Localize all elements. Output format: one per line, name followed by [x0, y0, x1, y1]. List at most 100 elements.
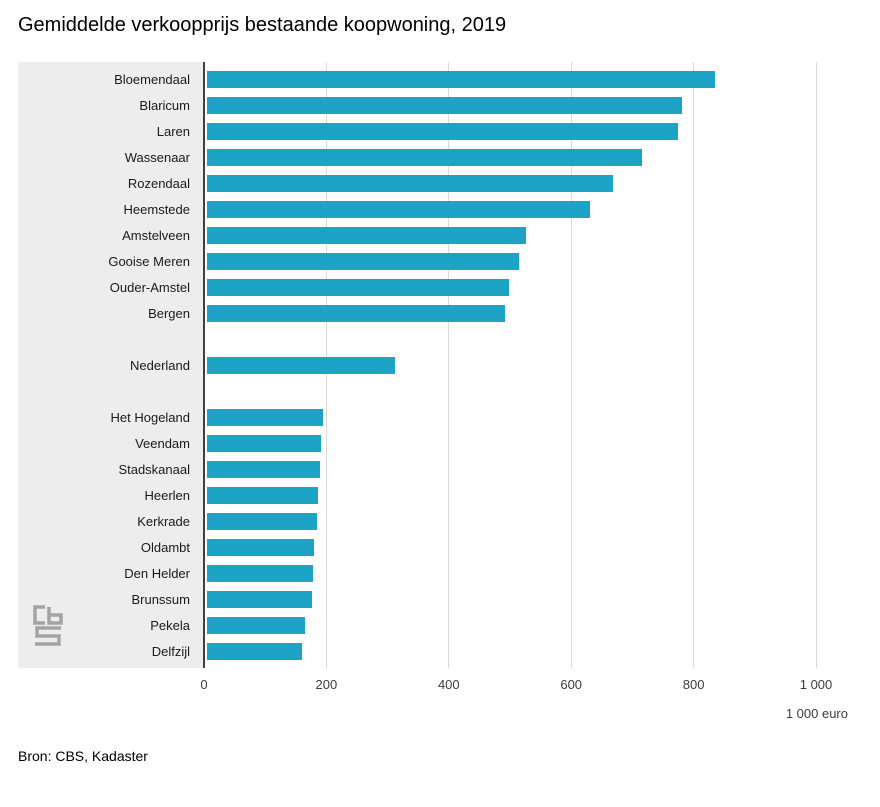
- category-label: Heerlen: [144, 487, 190, 503]
- x-tick-label: 600: [560, 677, 583, 692]
- bar: [207, 226, 526, 244]
- bar: [207, 278, 510, 296]
- bar-row: Pekela: [18, 612, 860, 638]
- bar-row: Gooise Meren: [18, 248, 860, 274]
- category-label: Nederland: [130, 357, 190, 373]
- bar-row: Rozendaal: [18, 170, 860, 196]
- group-spacer: [18, 326, 860, 352]
- bar-row: Bloemendaal: [18, 66, 860, 92]
- bar-track: [203, 248, 860, 274]
- bar: [207, 408, 324, 426]
- bar-track: [203, 586, 860, 612]
- category-label: Het Hogeland: [110, 409, 191, 425]
- bar: [207, 616, 305, 634]
- category-label: Blaricum: [139, 97, 190, 113]
- bar-row: Bergen: [18, 300, 860, 326]
- page: Gemiddelde verkoopprijs bestaande koopwo…: [18, 14, 860, 764]
- x-tick-label: 0: [200, 677, 208, 692]
- category-label: Delfzijl: [151, 643, 190, 659]
- category-label: Oldambt: [140, 539, 190, 555]
- bar: [207, 252, 519, 270]
- category-label: Heemstede: [123, 201, 190, 217]
- bar-row: Brunssum: [18, 586, 860, 612]
- bar-row: Kerkrade: [18, 508, 860, 534]
- bar-chart: Bloemendaal Blaricum Laren Wassenaar Rozenda…: [18, 62, 860, 668]
- bar-row: Ouder-Amstel: [18, 274, 860, 300]
- bar: [207, 434, 322, 452]
- bar: [207, 96, 682, 114]
- category-label: Laren: [156, 123, 190, 139]
- gridline: [693, 62, 695, 668]
- bar: [207, 174, 614, 192]
- bar-track: [203, 456, 860, 482]
- bar-track: [203, 404, 860, 430]
- bar: [207, 512, 318, 530]
- bar-row: Stadskanaal: [18, 456, 860, 482]
- bar-row: Heerlen: [18, 482, 860, 508]
- bar: [207, 642, 302, 660]
- bar-track: [203, 534, 860, 560]
- bar: [207, 148, 642, 166]
- bar-track: [203, 560, 860, 586]
- category-label: Pekela: [150, 617, 190, 633]
- bar: [207, 200, 591, 218]
- bar: [207, 70, 715, 88]
- bar-track: [203, 612, 860, 638]
- gridline: [448, 62, 450, 668]
- bar-track: [203, 118, 860, 144]
- bar-track: [203, 482, 860, 508]
- bar-track: [203, 508, 860, 534]
- bar-track: [203, 170, 860, 196]
- gridline: [570, 62, 572, 668]
- x-axis-unit-label: 1 000 euro: [785, 706, 848, 721]
- bar-track: [203, 66, 860, 92]
- x-tick-label: 1 000: [799, 677, 833, 692]
- bar: [207, 356, 396, 374]
- bar: [207, 122, 678, 140]
- x-tick-label: 400: [437, 677, 460, 692]
- group-spacer: [18, 378, 860, 404]
- bar-track: [203, 300, 860, 326]
- bar-track: [203, 430, 860, 456]
- bar-row: Den Helder: [18, 560, 860, 586]
- category-label: Kerkrade: [137, 513, 190, 529]
- bar: [207, 538, 315, 556]
- bar-track: [203, 144, 860, 170]
- bar-row: Amstelveen: [18, 222, 860, 248]
- bar-row: Oldambt: [18, 534, 860, 560]
- x-axis-zero-line: [203, 62, 205, 668]
- bar-track: [203, 274, 860, 300]
- category-label: Den Helder: [124, 565, 190, 581]
- bar-row: Laren: [18, 118, 860, 144]
- chart-title: Gemiddelde verkoopprijs bestaande koopwo…: [18, 14, 507, 36]
- category-label: Gooise Meren: [108, 253, 190, 269]
- bar-row: Veendam: [18, 430, 860, 456]
- bar-row: Nederland: [18, 352, 860, 378]
- category-label: Bergen: [148, 305, 190, 321]
- bar: [207, 590, 313, 608]
- bar: [207, 304, 506, 322]
- bar-track: [203, 92, 860, 118]
- bar-track: [203, 196, 860, 222]
- source-note: Bron: CBS, Kadaster: [18, 748, 148, 764]
- gridline: [815, 62, 817, 668]
- category-label: Rozendaal: [127, 175, 190, 191]
- x-tick-label: 200: [315, 677, 338, 692]
- bar: [207, 460, 320, 478]
- category-label: Amstelveen: [122, 227, 190, 243]
- bar: [207, 486, 318, 504]
- category-label: Ouder-Amstel: [109, 279, 190, 295]
- bar-row: Blaricum: [18, 92, 860, 118]
- bar-track: [203, 222, 860, 248]
- category-label: Brunssum: [131, 591, 190, 607]
- category-label: Wassenaar: [124, 149, 190, 165]
- category-label: Veendam: [135, 435, 190, 451]
- chart-rows: Bloemendaal Blaricum Laren Wassenaar Rozenda…: [18, 62, 860, 664]
- bar-track: [203, 638, 860, 664]
- bar-track: [203, 352, 860, 378]
- x-tick-label: 800: [682, 677, 705, 692]
- bar: [207, 564, 314, 582]
- bar-row: Het Hogeland: [18, 404, 860, 430]
- cbs-logo: [31, 604, 65, 655]
- category-label: Stadskanaal: [118, 461, 190, 477]
